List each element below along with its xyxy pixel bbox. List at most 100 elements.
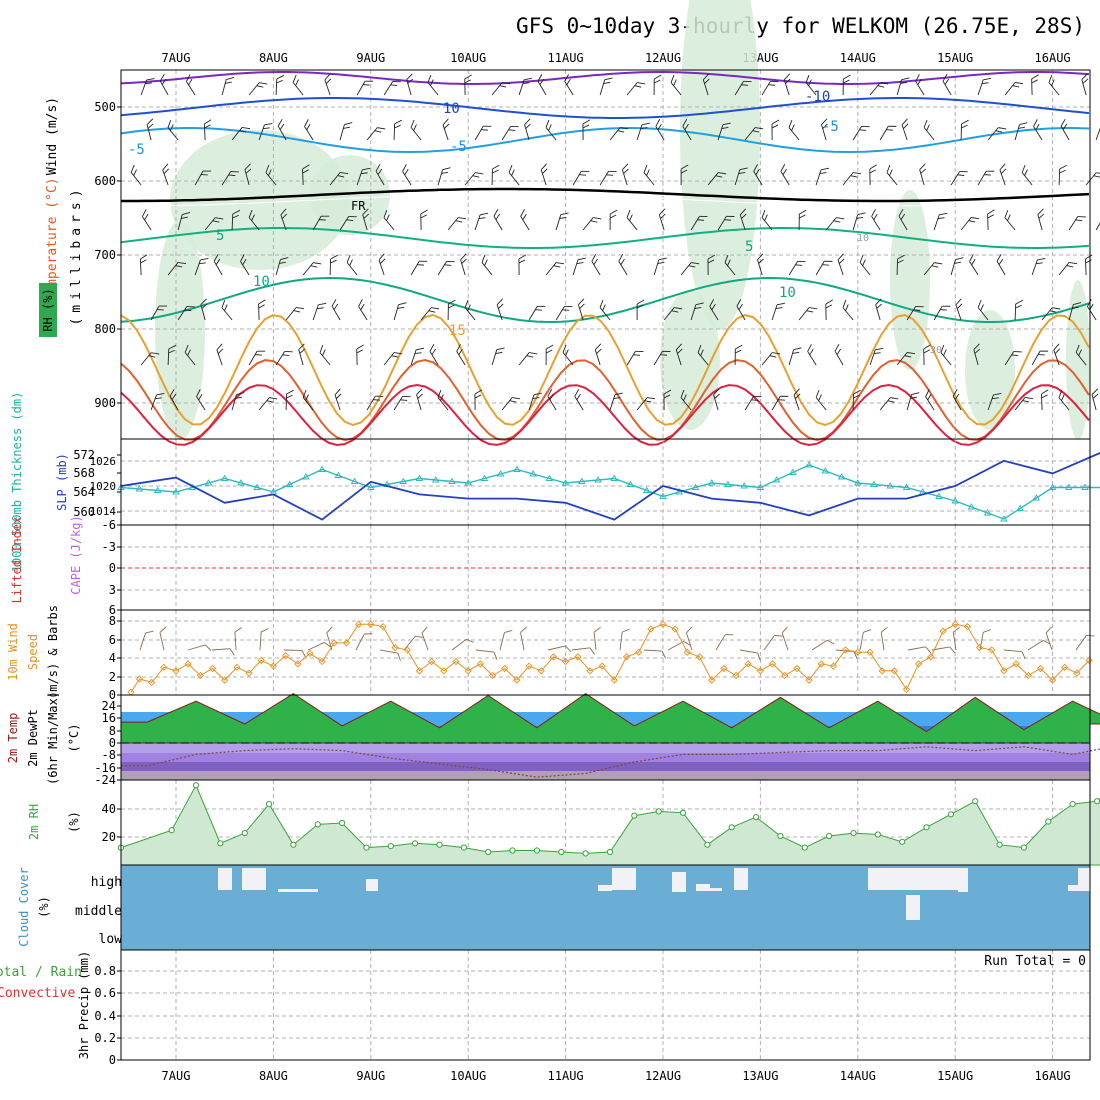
wind-barb (231, 127, 251, 141)
thickness-marker (935, 492, 943, 499)
wind-barb (481, 254, 493, 276)
wind-barb (702, 73, 710, 96)
wind-barb (653, 257, 667, 276)
wind-barb (987, 392, 1002, 411)
wind-barb (298, 343, 306, 366)
wind10-marker (695, 653, 704, 661)
wind-barb (1031, 350, 1049, 366)
wind10-marker (269, 662, 278, 670)
wind10-marker (306, 649, 314, 658)
wind-barb (973, 343, 981, 366)
thickness-axis-label: 1000-500mb Thickness (dm) (10, 392, 24, 573)
wind10-marker (294, 660, 302, 668)
rh2m-marker (850, 830, 857, 837)
temp-band (121, 762, 1090, 771)
rh2m-marker (826, 832, 833, 840)
wind10-marker (172, 667, 180, 675)
wind10-marker (574, 653, 582, 661)
tick-label: 1020 (90, 480, 117, 493)
wind-barb (1084, 254, 1093, 276)
cloud-unit-label: (%) (37, 896, 51, 918)
bottom-date-labels: 7AUG 8AUG 9AUG 10AUG 11AUG 12AUG 13AUG 14AUG 15A… (162, 1069, 1071, 1083)
wind-barb (420, 307, 440, 321)
wind-barb (960, 119, 969, 141)
wind-barb (1053, 343, 1061, 366)
wind-barb (508, 164, 520, 186)
wind10-barb (403, 635, 424, 651)
wind-barb (393, 395, 411, 411)
cloud-level-high: high (91, 875, 122, 890)
wind-barb (545, 344, 554, 366)
tick-label: 500 (94, 100, 116, 114)
wind-barb (474, 389, 483, 411)
freezing-label: FR (351, 199, 366, 213)
thickness-marker (756, 483, 765, 490)
date-label: 12AUG (645, 1069, 681, 1083)
tick-label: 6 (109, 633, 116, 647)
temperature-contour (120, 97, 1090, 119)
date-label: 14AUG (840, 1069, 876, 1083)
rh-shading (155, 0, 1090, 440)
thickness-marker (285, 480, 294, 487)
cloud-cell (906, 895, 920, 920)
rh2m-marker (631, 812, 638, 819)
wind-barb (805, 74, 817, 96)
wind-barb (574, 389, 584, 411)
wind-barb (442, 118, 450, 141)
tick-label: -6 (102, 518, 116, 532)
run-total-label: Run Total = 0 (984, 954, 1086, 969)
wind-barb (1068, 302, 1082, 321)
wind-barb (1014, 397, 1034, 411)
wind-barb (240, 254, 250, 276)
wind-barb (231, 392, 245, 411)
rh2m-marker (606, 848, 614, 856)
wind-barb (162, 163, 170, 186)
wind-barb (1075, 344, 1087, 366)
wind-barb (545, 119, 557, 141)
wind-barb (167, 262, 187, 276)
wind-barb (788, 119, 800, 141)
thickness-marker (153, 486, 162, 493)
wind10-barb (880, 626, 888, 651)
wind10-barb (211, 648, 235, 656)
rh2m-panel: 40 20 2m RH (%) (27, 779, 1100, 866)
wind-barb (594, 343, 602, 366)
wind-barb (1095, 215, 1100, 231)
tick-label: -24 (94, 773, 116, 787)
wind-barb (621, 163, 629, 186)
thickness-marker (1016, 504, 1024, 511)
thickness-marker (1065, 483, 1073, 490)
rh2m-marker (777, 832, 784, 840)
wind10-barb (571, 647, 596, 655)
wind10-marker (501, 664, 509, 673)
wind-barb (1041, 307, 1061, 321)
rh2m-marker (460, 844, 467, 851)
wind-barb (896, 77, 910, 96)
wind-barb (186, 74, 196, 96)
wind-barb (987, 127, 1007, 141)
rh2m-marker (558, 848, 565, 856)
tick-label: 0.8 (94, 964, 116, 978)
wind10-marker (817, 660, 825, 668)
temp-band (121, 743, 1090, 753)
thickness-marker (513, 465, 521, 472)
thickness-marker (886, 482, 895, 489)
wind-barb (901, 118, 909, 141)
tick-label: 40 (102, 802, 116, 816)
tick-label: 0 (109, 561, 116, 575)
wind-barb (582, 217, 602, 231)
rh2m-marker (168, 827, 175, 834)
wind10-marker (951, 620, 959, 628)
wind-barb (869, 164, 877, 186)
rh-shade (890, 190, 930, 370)
wind10-marker (647, 625, 655, 633)
wind-barb (618, 254, 628, 276)
rh2m-marker (314, 821, 321, 828)
thickness-marker (1000, 515, 1008, 522)
wind-barb (302, 164, 310, 186)
wind-barb (1048, 74, 1060, 96)
wind-barb (231, 209, 241, 231)
rh2m-marker (412, 840, 419, 847)
wind-barb (609, 127, 629, 141)
wind10-marker (975, 643, 984, 652)
